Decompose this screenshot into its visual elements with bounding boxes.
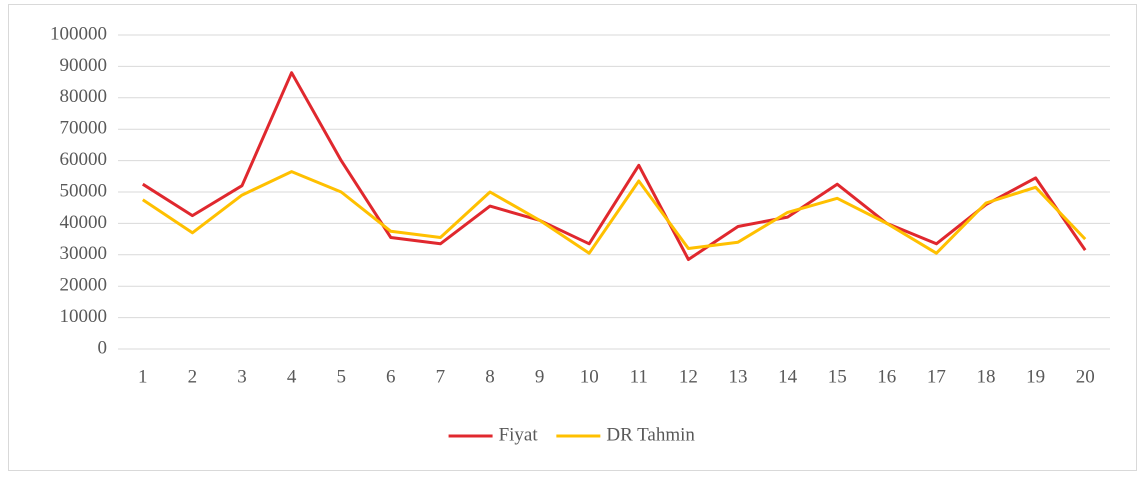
x-tick-label: 1 xyxy=(138,366,148,387)
y-tick-label: 30000 xyxy=(60,243,108,264)
x-tick-label: 4 xyxy=(287,366,297,387)
y-tick-label: 0 xyxy=(98,337,108,358)
x-tick-label: 9 xyxy=(535,366,545,387)
x-tick-label: 10 xyxy=(580,366,599,387)
y-tick-label: 90000 xyxy=(60,55,108,76)
x-tick-label: 20 xyxy=(1076,366,1095,387)
x-tick-label: 13 xyxy=(729,366,748,387)
x-tick-label: 8 xyxy=(485,366,495,387)
series-line xyxy=(141,170,1087,255)
x-tick-label: 18 xyxy=(977,366,996,387)
y-tick-label: 100000 xyxy=(50,23,107,44)
x-tick-label: 16 xyxy=(877,366,896,387)
x-tick-label: 11 xyxy=(630,366,648,387)
x-tick-label: 6 xyxy=(386,366,396,387)
y-tick-label: 50000 xyxy=(60,180,108,201)
legend-label: Fiyat xyxy=(499,424,539,445)
legend-label: DR Tahmin xyxy=(606,424,695,445)
x-tick-label: 17 xyxy=(927,366,946,387)
x-tick-label: 2 xyxy=(188,366,198,387)
y-tick-label: 20000 xyxy=(60,275,108,296)
y-tick-label: 60000 xyxy=(60,149,108,170)
y-tick-label: 80000 xyxy=(60,86,108,107)
x-tick-label: 12 xyxy=(679,366,698,387)
y-tick-label: 70000 xyxy=(60,118,108,139)
x-tick-label: 7 xyxy=(436,366,446,387)
y-tick-label: 40000 xyxy=(60,212,108,233)
x-tick-label: 3 xyxy=(237,366,247,387)
y-tick-label: 10000 xyxy=(60,306,108,327)
series-line xyxy=(141,71,1087,261)
x-tick-label: 14 xyxy=(778,366,798,387)
x-tick-label: 5 xyxy=(336,366,346,387)
x-tick-label: 15 xyxy=(828,366,847,387)
x-tick-label: 19 xyxy=(1026,366,1045,387)
